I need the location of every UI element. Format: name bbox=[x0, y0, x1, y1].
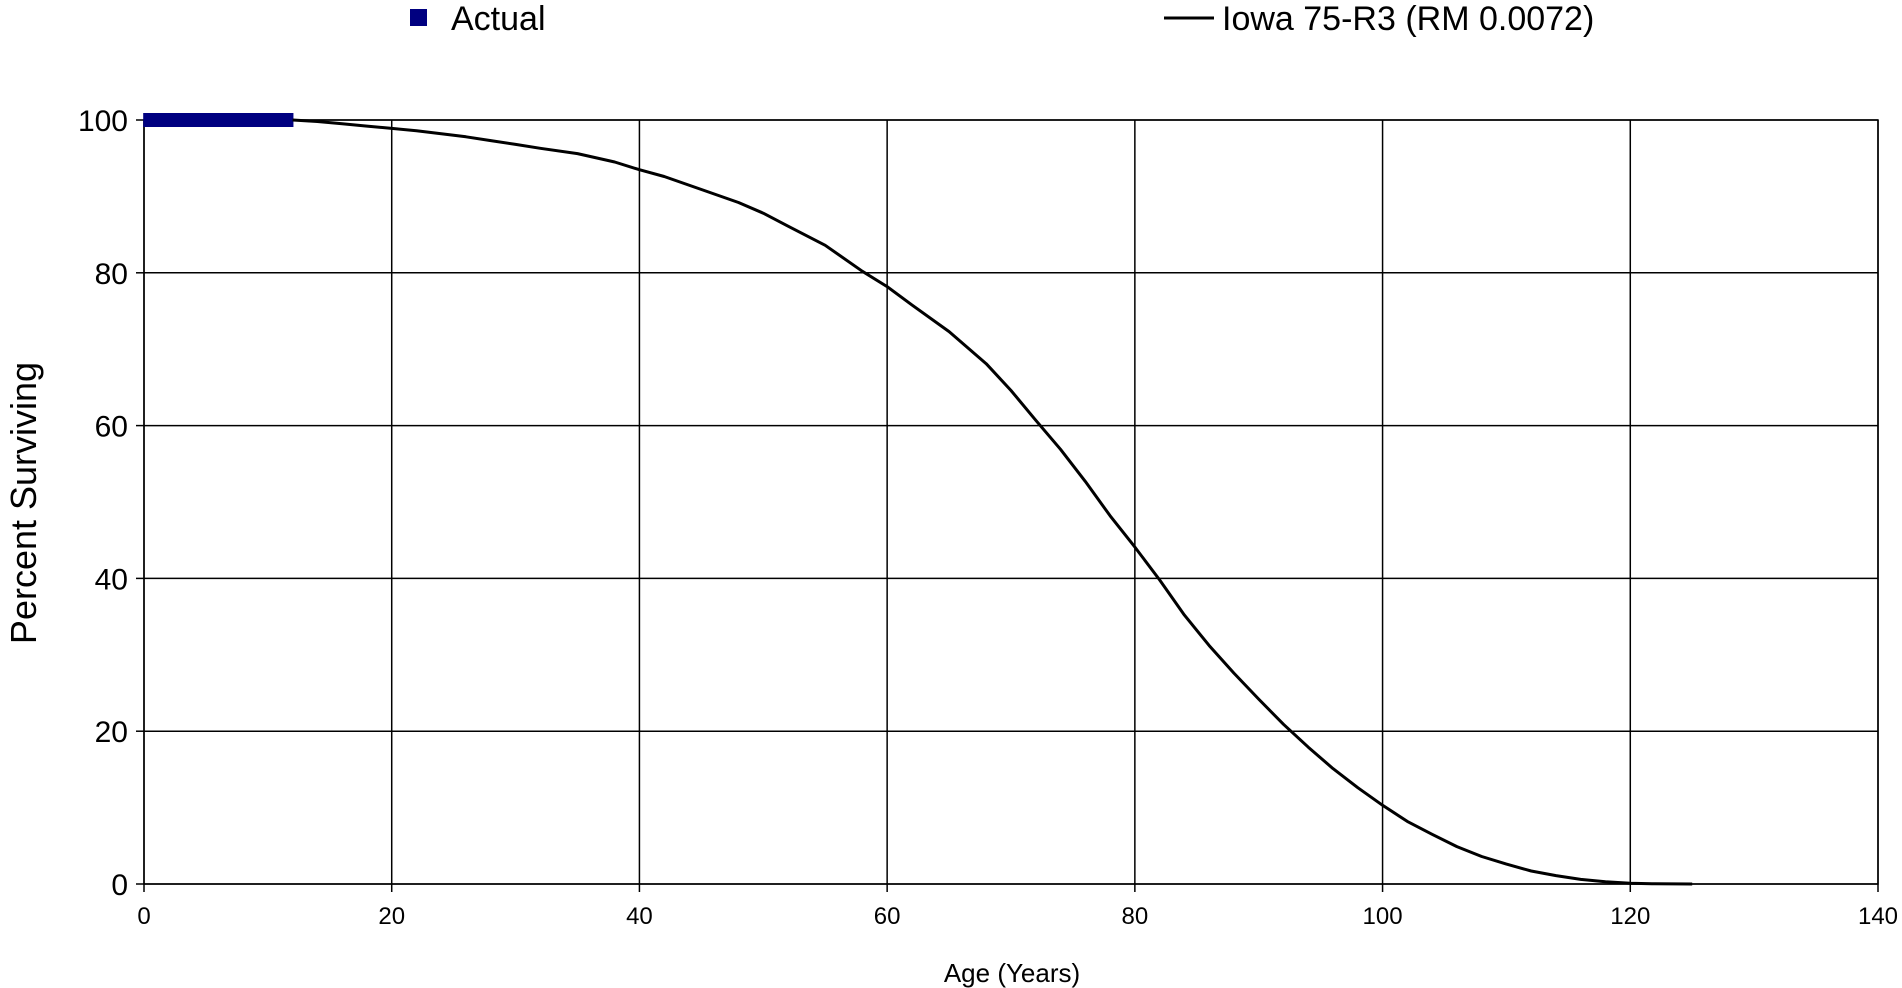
legend-marker-actual bbox=[410, 9, 427, 26]
x-tick-label: 120 bbox=[1610, 903, 1650, 930]
actual-data-point bbox=[254, 113, 269, 127]
actual-data-point bbox=[242, 113, 257, 127]
x-tick-label: 60 bbox=[874, 903, 901, 930]
x-tick-label: 140 bbox=[1858, 903, 1898, 930]
series-layer bbox=[143, 113, 1693, 886]
y-tick-label: 80 bbox=[95, 258, 128, 291]
x-tick-label: 20 bbox=[378, 903, 405, 930]
x-tick-label: 0 bbox=[137, 903, 150, 930]
actual-data-point bbox=[205, 113, 220, 127]
actual-data-point bbox=[192, 113, 207, 127]
legend-label-actual: Actual bbox=[451, 0, 546, 38]
actual-data-point bbox=[279, 113, 294, 127]
legend: Actual Iowa 75-R3 (RM 0.0072) bbox=[410, 0, 1594, 38]
x-axis-title: Age (Years) bbox=[944, 958, 1080, 988]
y-tick-label: 40 bbox=[95, 563, 128, 596]
y-tick-label: 100 bbox=[78, 105, 128, 138]
actual-data-point bbox=[267, 113, 282, 127]
grid-lines bbox=[143, 119, 1879, 885]
series-line-iowa-75-r3 bbox=[292, 118, 1693, 886]
y-tick-label: 60 bbox=[95, 411, 128, 444]
actual-data-point bbox=[217, 113, 232, 127]
y-axis-title: Percent Surviving bbox=[3, 362, 44, 644]
actual-data-point bbox=[155, 113, 170, 127]
x-tick-label: 80 bbox=[1122, 903, 1149, 930]
actual-data-point bbox=[143, 113, 158, 127]
y-tick-label: 20 bbox=[95, 716, 128, 749]
x-tick-label: 40 bbox=[626, 903, 653, 930]
y-tick-label: 0 bbox=[111, 869, 128, 902]
x-tick-label: 100 bbox=[1363, 903, 1403, 930]
axis-ticks: 0 20 40 60 80 100 0 20 40 60 80 100 120 140 bbox=[78, 105, 1898, 930]
legend-label-iowa: Iowa 75-R3 (RM 0.0072) bbox=[1222, 0, 1594, 38]
actual-data-point bbox=[167, 113, 182, 127]
actual-data-point bbox=[180, 113, 195, 127]
plot-area-border bbox=[143, 119, 1879, 885]
actual-data-point bbox=[229, 113, 244, 127]
